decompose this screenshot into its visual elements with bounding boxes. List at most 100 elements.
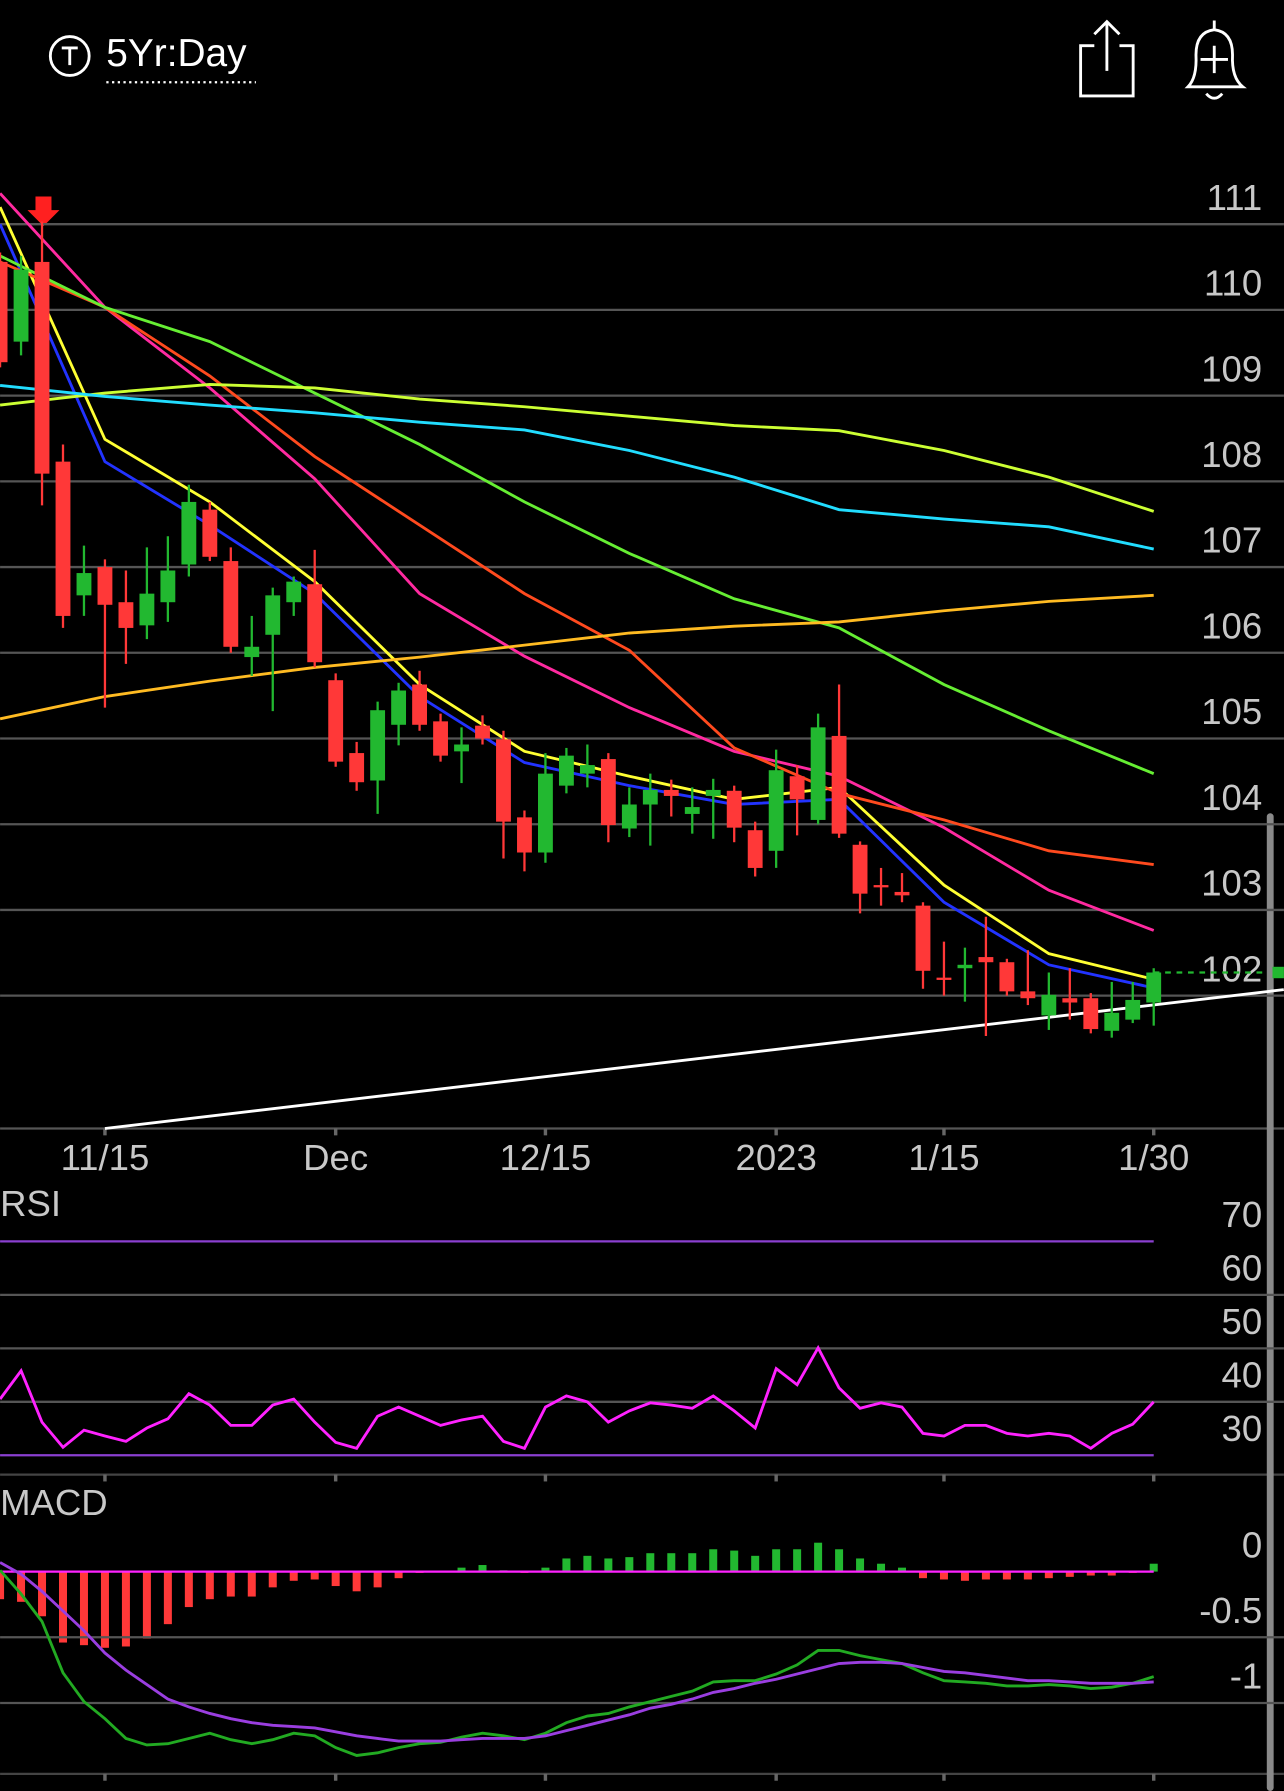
y-tick-label: 40 bbox=[1222, 1354, 1263, 1395]
y-tick-label: 104 bbox=[1201, 777, 1262, 818]
histogram-bar bbox=[646, 1553, 655, 1572]
timeframe-label: 5Yr:Day bbox=[106, 32, 247, 75]
histogram-bar bbox=[877, 1563, 886, 1572]
candle-body bbox=[13, 269, 29, 342]
y-tick-label: 108 bbox=[1201, 434, 1262, 475]
histogram-bar bbox=[709, 1549, 718, 1572]
x-tick-label: Dec bbox=[303, 1137, 368, 1178]
histogram-bar bbox=[918, 1571, 927, 1579]
histogram-bar bbox=[373, 1571, 382, 1588]
candle-body bbox=[181, 501, 197, 565]
histogram-bar bbox=[394, 1571, 403, 1579]
histogram-bar bbox=[142, 1571, 151, 1639]
panel-title: RSI bbox=[0, 1183, 61, 1224]
histogram-bar bbox=[163, 1571, 172, 1625]
candle-body bbox=[894, 891, 910, 896]
candle-body bbox=[202, 509, 218, 557]
y-tick-label: 103 bbox=[1201, 863, 1262, 904]
candle-body bbox=[1062, 998, 1078, 1003]
x-tick-label: 12/15 bbox=[500, 1137, 591, 1178]
candle-body bbox=[621, 804, 637, 829]
candle-body bbox=[1146, 972, 1162, 1003]
candle-body bbox=[34, 261, 50, 474]
candle-body bbox=[370, 710, 386, 781]
y-tick-label: 60 bbox=[1222, 1248, 1263, 1289]
histogram-bar bbox=[625, 1557, 634, 1572]
moving-average-line bbox=[0, 206, 1155, 981]
y-tick-label: 106 bbox=[1201, 605, 1262, 646]
candle-body bbox=[433, 721, 448, 756]
histogram-bar bbox=[247, 1571, 256, 1597]
y-tick-label: 50 bbox=[1222, 1301, 1263, 1342]
timeframe-icon bbox=[48, 35, 91, 77]
candle-body bbox=[496, 739, 511, 822]
histogram-bar bbox=[1107, 1571, 1116, 1576]
histogram-bar bbox=[793, 1549, 802, 1572]
candle-body bbox=[747, 830, 763, 868]
candle-body bbox=[1020, 991, 1036, 999]
histogram-bar bbox=[981, 1571, 990, 1580]
moving-average-line bbox=[0, 593, 1154, 721]
histogram-bar bbox=[835, 1549, 844, 1572]
candle-body bbox=[265, 595, 281, 635]
candle-body bbox=[789, 776, 805, 800]
histogram-bar bbox=[772, 1549, 781, 1572]
histogram-bar bbox=[562, 1558, 571, 1572]
histogram-bar bbox=[310, 1571, 319, 1580]
candle-body bbox=[55, 461, 71, 616]
timeframe-button[interactable]: 5Yr:Day bbox=[48, 32, 256, 84]
candle-body bbox=[810, 727, 826, 820]
y-tick-label: -0.5 bbox=[1199, 1590, 1262, 1631]
candle-body bbox=[705, 789, 721, 796]
histogram-bar bbox=[352, 1571, 361, 1592]
macd-line bbox=[0, 1569, 1155, 1757]
plots: 102 103 104 105 106 107 108 109 110 111 11/15 Dec 12… bbox=[0, 177, 1284, 1781]
candle-body bbox=[412, 684, 428, 725]
moving-average-line bbox=[0, 383, 1155, 513]
histogram-bar bbox=[79, 1571, 88, 1646]
bell-icon-detail bbox=[1200, 20, 1228, 100]
candle-body bbox=[244, 646, 260, 658]
candle-body bbox=[349, 753, 365, 783]
candle-body bbox=[97, 567, 113, 605]
histogram-bar bbox=[331, 1571, 340, 1587]
candle-body bbox=[328, 680, 344, 762]
candle-body bbox=[663, 789, 679, 796]
histogram-bar bbox=[268, 1571, 277, 1588]
last-price-tag bbox=[1272, 966, 1284, 979]
histogram-bar bbox=[121, 1571, 130, 1647]
histogram-bar bbox=[478, 1565, 487, 1572]
scrollbar[interactable] bbox=[1266, 813, 1274, 1791]
histogram-bar bbox=[604, 1558, 613, 1572]
histogram-bar bbox=[17, 1571, 26, 1602]
candle-body bbox=[139, 593, 155, 626]
y-tick-label: 109 bbox=[1201, 348, 1262, 389]
candle-body bbox=[454, 744, 469, 752]
share-icon-arrow bbox=[1093, 19, 1121, 71]
candle-body bbox=[1125, 999, 1141, 1020]
alert-button[interactable] bbox=[1184, 20, 1247, 100]
moving-average-line bbox=[0, 254, 1155, 775]
candle-body bbox=[999, 962, 1015, 992]
y-tick-label: 0 bbox=[1242, 1524, 1262, 1565]
histogram-bar bbox=[205, 1571, 214, 1600]
share-button[interactable] bbox=[1079, 19, 1135, 98]
y-tick-label: 30 bbox=[1222, 1408, 1263, 1449]
histogram-bar bbox=[1023, 1571, 1032, 1580]
histogram-bar bbox=[457, 1567, 466, 1572]
histogram-bar bbox=[730, 1550, 739, 1572]
candle-body bbox=[684, 807, 700, 814]
bell-icon bbox=[1184, 28, 1247, 89]
candle-body bbox=[768, 770, 784, 851]
x-tick-label: 1/15 bbox=[908, 1137, 979, 1178]
histogram-bar bbox=[38, 1571, 47, 1617]
candle-body bbox=[936, 977, 952, 980]
candle-body bbox=[118, 602, 134, 628]
moving-average-line bbox=[0, 383, 1155, 551]
candle-body bbox=[538, 773, 553, 853]
histogram-bar bbox=[100, 1571, 109, 1648]
histogram-bar bbox=[751, 1555, 760, 1572]
y-tick-label: 102 bbox=[1201, 948, 1262, 989]
